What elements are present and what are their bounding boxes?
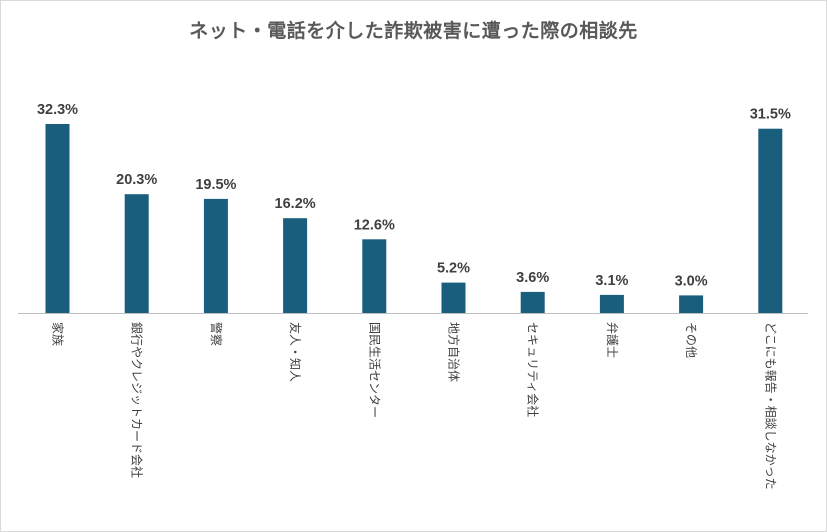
value-label-7: 3.6%: [516, 270, 549, 286]
bar-8: [599, 294, 624, 313]
category-label-1: 家族: [51, 322, 66, 346]
bar-7: [520, 291, 545, 313]
category-label-2: 銀行やクレジットカード会社: [130, 322, 145, 478]
category-label-4: 友人・知人: [288, 322, 302, 382]
value-label-8: 3.1%: [595, 273, 628, 289]
category-label-10: どこにも報告・相談しなかった: [763, 322, 778, 490]
bar-4: [283, 218, 308, 313]
value-label-2: 20.3%: [116, 172, 157, 188]
category-label-3: 警察: [209, 322, 224, 346]
category-label-7: セキュリティ会社: [526, 322, 541, 417]
bar-1: [45, 124, 70, 313]
bar-6: [441, 282, 466, 313]
category-label-8: 弁護士: [605, 322, 620, 358]
category-label-6: 地方自治体: [447, 322, 462, 382]
value-label-6: 5.2%: [437, 261, 470, 277]
value-labels-group: 32.3% 20.3% 19.5% 16.2% 12.6% 5.2% 3.6% 3.1% 3.0…: [37, 102, 791, 289]
bar-10: [758, 128, 783, 313]
value-label-10: 31.5%: [750, 107, 791, 123]
category-label-5: 国民生活センター: [367, 322, 381, 418]
value-label-5: 12.6%: [354, 217, 395, 233]
bar-9: [679, 295, 704, 313]
value-label-9: 3.0%: [675, 273, 708, 289]
category-labels-group: 家族 銀行やクレジットカード会社 警察 友人・知人 国民生活センター 地方自治体 セキュリテ…: [51, 322, 779, 490]
chart-title: ネット・電話を介した詐欺被害に遭った際の相談先: [189, 20, 638, 42]
value-label-1: 32.3%: [37, 102, 78, 118]
value-label-4: 16.2%: [275, 196, 316, 212]
bars-group: [45, 124, 783, 313]
bar-2: [124, 194, 149, 313]
bar-3: [203, 198, 228, 313]
category-label-9: その他: [684, 322, 698, 358]
value-label-3: 19.5%: [195, 177, 236, 193]
bar-5: [362, 239, 387, 313]
